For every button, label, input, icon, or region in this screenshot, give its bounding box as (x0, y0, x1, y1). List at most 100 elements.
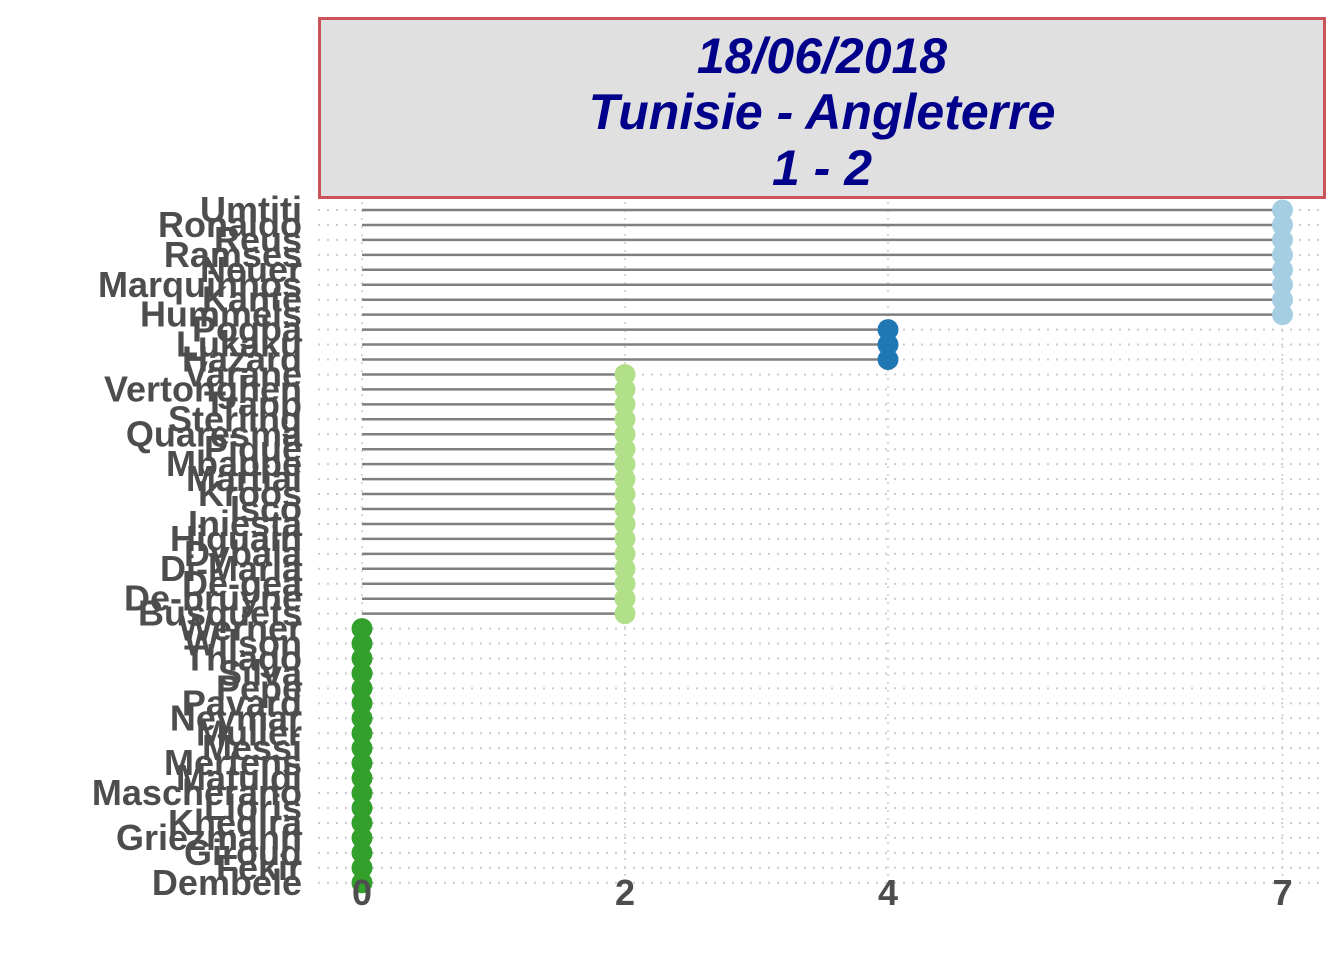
point-trapp (614, 393, 636, 415)
match-date: 18/06/2018 (696, 28, 948, 84)
lollipop-segments (362, 208, 1283, 615)
y-label-mbappe: Mbappe (166, 443, 302, 484)
grid-lines (318, 202, 1322, 891)
y-label-lukaku: Lukaku (176, 324, 302, 365)
point-varane (614, 363, 636, 385)
y-label-di-maria: Di-Maria (160, 548, 303, 589)
point-ronaldo (1272, 214, 1293, 236)
x-tick-label-2: 2 (615, 872, 635, 913)
point-mertens (351, 752, 373, 774)
point-lukaku (877, 334, 899, 356)
y-label-busquets: Busquets (138, 593, 302, 634)
y-label-dybala: Dybala (184, 533, 303, 574)
y-label-varane: Varane (184, 353, 302, 394)
point-neymar (351, 707, 373, 729)
x-tick-label-0: 0 (352, 872, 372, 913)
point-pique (614, 438, 636, 460)
y-label-matuidi: Matuidi (176, 757, 302, 798)
point-wilson (351, 633, 373, 655)
point-marquinhos (1272, 274, 1293, 296)
y-label-higuain: Higuain (170, 518, 302, 559)
point-silva (351, 662, 373, 684)
point-busquets (614, 603, 636, 625)
point-werner (351, 618, 373, 640)
y-label-pogba: Pogba (192, 309, 303, 350)
point-martial (614, 468, 636, 490)
y-label-de-bruyne: De-bruyne (124, 578, 302, 619)
title-panel: 18/06/2018 Tunisie - Angleterre 1 - 2 (318, 17, 1326, 199)
y-label-pavard: Pavard (182, 682, 302, 723)
point-hazard (877, 349, 899, 370)
y-label-muller: Muller (196, 712, 302, 753)
y-label-hummels: Hummels (140, 294, 302, 335)
y-label-ronaldo: Ronaldo (158, 204, 302, 245)
y-label-trapp: Trapp (204, 383, 302, 424)
y-label-marquinhos: Marquinhos (98, 264, 302, 305)
y-label-khedira: Khedira (168, 802, 303, 843)
point-giroud (351, 842, 373, 864)
match-teams: Tunisie - Angleterre (588, 84, 1056, 140)
point-di-maria (614, 558, 636, 580)
point-umtiti (1272, 199, 1293, 221)
y-label-silva: Silva (218, 652, 303, 693)
point-de-bruyne (614, 588, 636, 610)
y-label-ramses: Ramses (164, 234, 302, 275)
y-label-reus: Reus (214, 219, 302, 260)
point-thiago (351, 648, 373, 669)
y-label-dembele: Dembele (152, 862, 302, 903)
y-label-sterling: Sterling (168, 398, 302, 439)
point-messi (351, 737, 373, 759)
y-label-giroud: Giroud (184, 832, 302, 873)
point-mbappe (614, 453, 636, 475)
x-tick-label-4: 4 (878, 872, 898, 913)
point-kroos (614, 483, 636, 505)
y-label-umtiti: Umtiti (200, 189, 302, 230)
point-ramses (1272, 244, 1293, 266)
y-label-martial: Martial (186, 458, 302, 499)
y-label-fekir: Fekir (216, 847, 302, 888)
y-label-pique: Pique (204, 428, 302, 469)
y-label-de-gea: De-gea (182, 563, 303, 604)
y-label-neuer: Neuer (200, 249, 302, 290)
y-label-messi: Messi (202, 727, 302, 768)
y-label-isco: Isco (230, 488, 302, 529)
y-label-vertonghen: Vertonghen (104, 368, 302, 409)
point-de-gea (614, 573, 636, 595)
point-dembele (351, 872, 373, 894)
y-label-thiago: Thiago (184, 638, 302, 679)
y-label-iniesta: Iniesta (188, 503, 303, 544)
y-label-griezmann: Griezmann (116, 817, 302, 858)
point-reus (1272, 229, 1293, 251)
match-score: 1 - 2 (771, 140, 873, 196)
y-label-mertens: Mertens (164, 742, 302, 783)
x-tick-label-7: 7 (1272, 872, 1292, 913)
y-axis-labels: UmtitiRonaldoReusRamsesNeuerMarquinhosKa… (92, 189, 303, 903)
point-neuer (1272, 259, 1293, 281)
y-label-lloris: Lloris (204, 787, 302, 828)
point-dybala (614, 543, 636, 565)
point-mascherano (351, 782, 373, 804)
y-label-kroos: Kroos (198, 473, 302, 514)
point-sterling (614, 408, 636, 430)
y-label-pepe: Pepe (216, 667, 302, 708)
point-isco (614, 498, 636, 520)
point-hummels (1272, 304, 1293, 326)
lollipop-points (351, 199, 1293, 894)
point-matuidi (351, 767, 373, 789)
point-higuain (614, 528, 636, 550)
y-label-wilson: Wilson (184, 623, 302, 664)
point-fekir (351, 857, 373, 879)
point-pepe (351, 677, 373, 699)
point-kante (1272, 289, 1293, 311)
point-vertonghen (614, 378, 636, 400)
point-muller (351, 722, 373, 744)
point-pavard (351, 692, 373, 714)
point-quaresma (614, 423, 636, 445)
point-lloris (351, 797, 373, 819)
y-label-werner: Werner (179, 608, 302, 649)
y-label-neymar: Neymar (170, 697, 302, 738)
y-label-hazard: Hazard (182, 339, 302, 380)
point-pogba (877, 319, 899, 341)
x-axis-labels: 0 2 4 7 (352, 872, 1293, 913)
